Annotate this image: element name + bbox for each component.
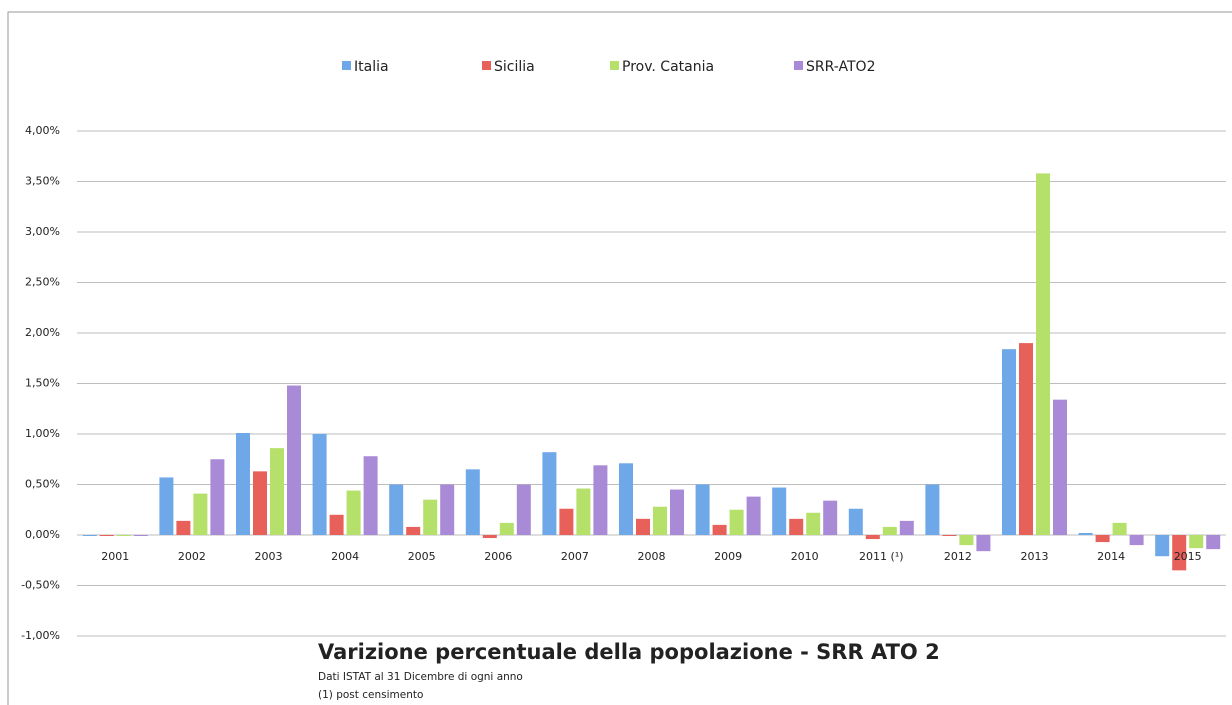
bar — [465, 469, 480, 535]
bar — [287, 385, 301, 535]
y-tick-label: 1,00% — [25, 427, 60, 440]
bar — [1078, 532, 1093, 535]
chart-frame — [7, 11, 1232, 705]
bar — [116, 535, 131, 536]
bar — [882, 526, 897, 535]
bar — [670, 489, 684, 535]
bar — [312, 434, 327, 535]
bar — [329, 514, 344, 535]
y-tick-label: 3,50% — [25, 175, 60, 188]
y-tick-label: 0,00% — [25, 528, 60, 541]
bar — [959, 535, 974, 546]
bar — [406, 526, 421, 535]
bar — [1053, 399, 1067, 535]
bar — [619, 463, 633, 535]
x-tick-label: 2011 (¹) — [859, 550, 903, 563]
bar — [440, 484, 455, 535]
bar — [99, 535, 114, 536]
y-tick-label: 2,50% — [25, 276, 60, 289]
bar — [976, 535, 991, 552]
bar — [1002, 349, 1016, 535]
legend-label: SRR-ATO2 — [806, 59, 876, 75]
x-tick-label: 2010 — [791, 550, 819, 563]
bar — [789, 518, 804, 535]
x-tick-label: 2012 — [944, 550, 972, 563]
bar — [1172, 535, 1187, 571]
y-tick-label: 2,00% — [25, 326, 60, 339]
bar — [346, 490, 361, 535]
bar — [1189, 535, 1204, 549]
chart-title: Varizione percentuale della popolazione … — [318, 640, 940, 664]
x-tick-label: 2002 — [178, 550, 206, 563]
x-tick-label: 2006 — [484, 550, 512, 563]
x-tick-label: 2001 — [101, 550, 129, 563]
x-tick-label: 2015 — [1174, 550, 1202, 563]
bar — [210, 459, 225, 535]
y-tick-label: 1,50% — [25, 377, 60, 390]
bar — [1036, 173, 1050, 536]
bar — [82, 535, 97, 536]
bar — [236, 432, 250, 535]
bar — [653, 506, 667, 535]
legend-label: Italia — [354, 59, 389, 75]
x-tick-label: 2005 — [408, 550, 436, 563]
bar — [848, 508, 863, 535]
bar — [499, 522, 514, 535]
bar — [1019, 343, 1033, 535]
y-tick-label: -1,00% — [21, 629, 60, 642]
bar — [193, 493, 208, 535]
bar — [695, 484, 710, 535]
bar — [176, 520, 191, 535]
bar — [482, 535, 497, 539]
bar — [712, 524, 727, 535]
bar — [159, 477, 174, 535]
x-tick-label: 2009 — [714, 550, 742, 563]
bar — [1129, 535, 1144, 546]
legend-swatch — [610, 61, 619, 70]
x-tick-label: 2008 — [638, 550, 666, 563]
bar — [1155, 535, 1170, 557]
legend-swatch — [482, 61, 491, 70]
bar — [559, 508, 574, 535]
y-tick-label: 0,50% — [25, 478, 60, 491]
bar — [942, 535, 957, 536]
bar — [389, 484, 404, 535]
x-tick-label: 2014 — [1097, 550, 1125, 563]
x-tick-label: 2013 — [1021, 550, 1049, 563]
x-tick-label: 2004 — [331, 550, 359, 563]
bar — [542, 452, 557, 535]
bar — [899, 520, 914, 535]
bar — [1206, 535, 1221, 550]
bar — [729, 509, 744, 535]
legend-label: Sicilia — [494, 59, 535, 75]
chart-note: (1) post censimento — [318, 689, 423, 701]
bar — [593, 465, 608, 535]
bar — [363, 456, 378, 535]
bar — [1112, 522, 1127, 535]
x-tick-label: 2003 — [255, 550, 283, 563]
bar — [253, 471, 267, 535]
y-tick-label: -0,50% — [21, 579, 60, 592]
bar — [133, 535, 148, 536]
y-tick-label: 4,00% — [25, 124, 60, 137]
bar — [1095, 535, 1110, 543]
bar — [746, 496, 761, 535]
bar — [806, 512, 821, 535]
bar — [636, 518, 650, 535]
bar — [865, 535, 880, 540]
legend-swatch — [342, 61, 351, 70]
bar — [823, 500, 838, 535]
bar — [270, 448, 284, 535]
bar — [423, 499, 438, 535]
y-tick-label: 3,00% — [25, 225, 60, 238]
chart-note: Dati ISTAT al 31 Dicembre di ogni anno — [318, 671, 523, 683]
x-tick-label: 2007 — [561, 550, 589, 563]
bar — [772, 487, 787, 535]
legend-swatch — [794, 61, 803, 70]
bar — [925, 484, 940, 535]
legend-label: Prov. Catania — [622, 59, 714, 75]
bar — [576, 488, 591, 535]
bar — [516, 484, 531, 535]
